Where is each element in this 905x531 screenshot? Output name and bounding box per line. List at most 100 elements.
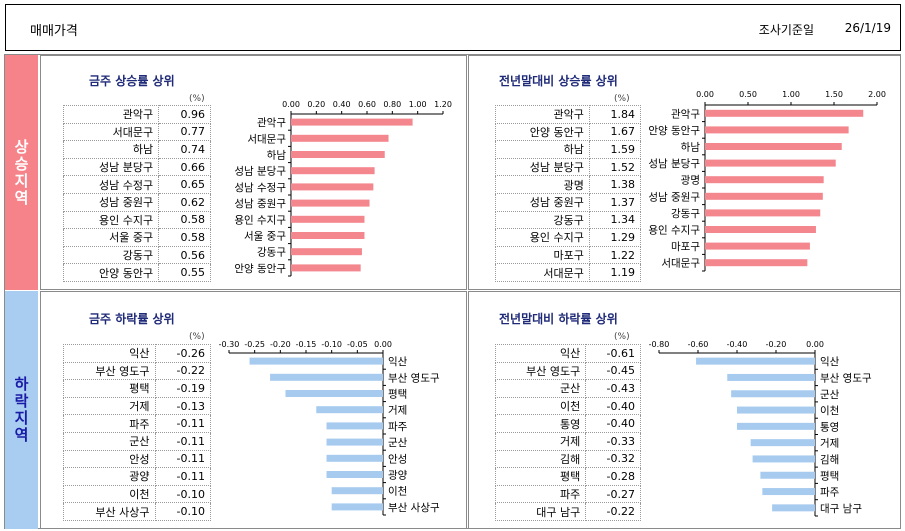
rate-value: -0.11 <box>154 449 212 469</box>
bar <box>291 151 385 158</box>
region-name: 부산 영도구 <box>63 361 156 381</box>
rate-value: -0.10 <box>154 502 212 521</box>
panel-ytd-fall: 전년말대비 하락률 상위 (%) 익산 -0.61 부산 영도구 -0.45 군산 -0.… <box>468 291 901 529</box>
table-row: 광양 -0.11 <box>63 467 212 486</box>
table-row: 서대문구 0.77 <box>62 122 211 142</box>
tick-label: -0.60 <box>688 340 709 349</box>
table-row: 안성 -0.11 <box>63 449 212 469</box>
bar <box>705 126 849 134</box>
tick-label: -0.20 <box>270 340 291 349</box>
region-name: 통영 <box>494 414 587 433</box>
panel-title: 금주 상승률 상위 <box>89 74 175 88</box>
category-label: 익산 <box>388 356 408 368</box>
category-label: 이천 <box>820 405 839 417</box>
bar <box>291 167 375 175</box>
table-body: 익산 -0.26 부산 영도구 -0.22 평택 -0.19 거제 -0.13 파주 -0.11 군… <box>63 344 212 521</box>
category-label: 평택 <box>820 470 839 482</box>
tick-label: 0.00 <box>282 100 300 109</box>
bar <box>331 487 383 495</box>
bar <box>727 373 815 381</box>
rate-value: 0.65 <box>158 175 211 194</box>
rate-value: 1.29 <box>588 228 642 247</box>
tick-label: 1.20 <box>434 100 452 109</box>
tick-label: -0.10 <box>321 340 342 349</box>
bar <box>331 503 383 511</box>
table-row: 부산 영도구 -0.22 <box>63 361 212 381</box>
table-row: 서대문구 1.19 <box>495 263 642 282</box>
region-name: 하남 <box>495 140 590 159</box>
rate-value: 1.84 <box>588 105 642 124</box>
region-name: 익산 <box>494 344 587 363</box>
bar <box>291 118 413 126</box>
category-label: 이천 <box>388 486 407 498</box>
rate-value: 0.55 <box>158 263 211 282</box>
tick-label: -0.80 <box>649 340 670 349</box>
rate-value: -0.45 <box>585 361 641 381</box>
rate-value: 0.62 <box>158 192 211 212</box>
tick-label: 0.40 <box>333 100 351 109</box>
rate-value: 1.67 <box>588 122 642 142</box>
table-row: 용인 수지구 1.29 <box>495 228 642 247</box>
region-name: 부산 사상구 <box>63 502 156 521</box>
bar <box>249 357 383 365</box>
ranking-table: 관악구 0.96 서대문구 0.77 하남 0.74 성남 분당구 0.66 성남 수정구 0.6… <box>62 105 211 282</box>
region-name: 평택 <box>63 379 156 398</box>
category-label: 파주 <box>820 487 840 499</box>
region-name: 강동구 <box>62 245 160 265</box>
region-name: 성남 중원구 <box>62 192 160 212</box>
table-row: 강동구 0.56 <box>62 245 211 265</box>
region-name: 안성 <box>63 449 156 469</box>
ranking-table: 익산 -0.61 부산 영도구 -0.45 군산 -0.43 이천 -0.40 통영 -0.40 거… <box>494 344 641 521</box>
bar <box>291 264 361 272</box>
table-row: 거제 -0.33 <box>494 431 641 451</box>
table-body: 관악구 0.96 서대문구 0.77 하남 0.74 성남 분당구 0.66 성남 수정구 0.6… <box>62 105 211 282</box>
bar <box>762 488 815 496</box>
category-label: 관악구 <box>257 117 286 129</box>
tick-label: 0.20 <box>307 100 325 109</box>
bar <box>696 357 815 365</box>
category-label: 성남 중원구 <box>234 198 286 210</box>
category-label: 평택 <box>388 389 407 401</box>
category-label: 부산 영도구 <box>388 372 440 384</box>
rate-value: 1.22 <box>588 245 642 265</box>
bar-chart: 0.00 0.20 0.40 0.60 0.80 1.00 1.20 관악구서대문구하남성남 … <box>234 100 452 277</box>
tick-label: -0.40 <box>727 340 748 349</box>
unit-label: (%) <box>189 94 205 104</box>
region-name: 거제 <box>63 396 156 416</box>
region-name: 서대문구 <box>62 122 160 142</box>
unit-label: (%) <box>189 332 205 342</box>
bar <box>291 134 389 142</box>
category-label: 하남 <box>267 149 287 162</box>
rate-value: 1.38 <box>588 175 642 194</box>
table-row: 파주 -0.11 <box>63 414 212 433</box>
panel-title: 전년말대비 상승률 상위 <box>499 74 618 88</box>
category-label: 서대문구 <box>247 133 286 145</box>
rate-value: 1.37 <box>588 192 642 212</box>
category-label: 부산 사상구 <box>388 502 440 514</box>
rate-value: -0.32 <box>585 449 641 469</box>
bar <box>291 199 370 207</box>
rate-value: -0.22 <box>585 502 641 521</box>
table-row: 익산 -0.26 <box>63 344 212 363</box>
survey-date-label: 조사기준일 <box>758 23 814 37</box>
tick-label: 1.00 <box>782 90 800 99</box>
table-row: 강동구 1.34 <box>495 210 642 230</box>
region-name: 광명 <box>495 175 590 194</box>
rate-value: -0.10 <box>154 484 212 504</box>
panel-title: 전년말대비 하락률 상위 <box>499 312 618 326</box>
category-label: 강동구 <box>671 208 700 220</box>
tick-label: 0.00 <box>806 340 824 349</box>
region-name: 관악구 <box>495 105 590 124</box>
region-name: 광양 <box>63 467 156 486</box>
survey-date: 26/1/19 <box>844 21 891 35</box>
rate-value: 0.74 <box>158 140 211 159</box>
category-label: 안양 동안구 <box>234 263 286 275</box>
bar <box>752 455 815 463</box>
bar <box>326 438 383 446</box>
rate-value: -0.11 <box>154 414 212 433</box>
table-row: 이천 -0.40 <box>494 396 641 416</box>
table-row: 파주 -0.27 <box>494 484 641 504</box>
table-row: 서울 중구 0.58 <box>62 228 211 247</box>
region-name: 용인 수지구 <box>62 210 160 230</box>
